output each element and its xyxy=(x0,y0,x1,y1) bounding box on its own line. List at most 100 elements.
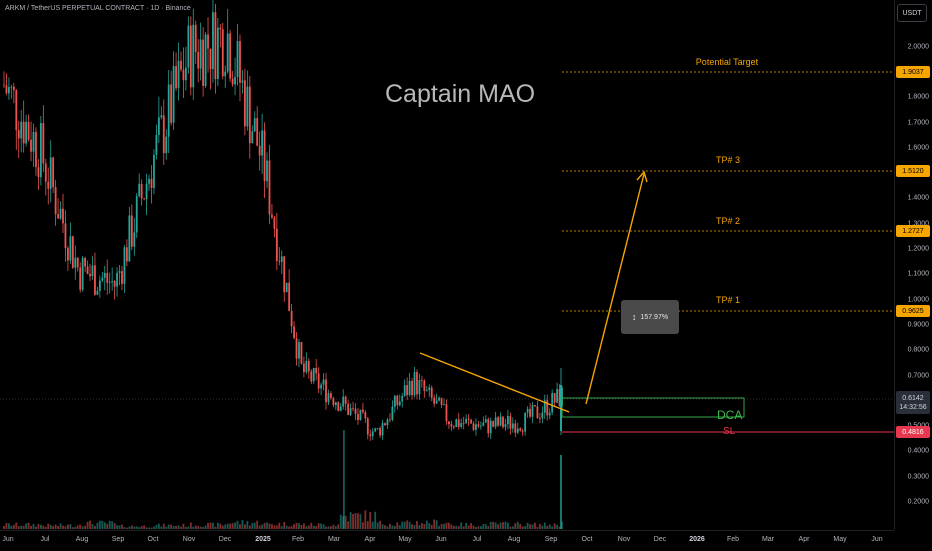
volume-bar xyxy=(256,520,259,529)
volume-bar xyxy=(310,522,313,529)
candle-body xyxy=(543,400,546,413)
candle-body xyxy=(27,121,30,140)
candle-body xyxy=(393,395,396,407)
candle-body xyxy=(560,385,562,431)
volume-bar xyxy=(263,522,266,529)
candle-body xyxy=(67,248,69,261)
chart-area[interactable]: ARKM / TetherUS PERPETUAL CONTRACT · 1D … xyxy=(0,0,894,530)
candle-body xyxy=(524,412,527,432)
candle-body xyxy=(344,396,347,404)
candle-body xyxy=(398,401,401,406)
volume-bar xyxy=(315,526,318,529)
candle-body xyxy=(357,413,359,420)
candle-body xyxy=(165,136,168,154)
volume-bar xyxy=(524,526,527,529)
candle-body xyxy=(312,367,315,382)
currency-button[interactable]: USDT xyxy=(897,4,927,22)
volume-bar xyxy=(521,526,524,529)
measure-badge[interactable]: ↕ 157.97% xyxy=(621,300,679,334)
volume-bar xyxy=(433,519,436,529)
volume-bar xyxy=(494,522,497,529)
volume-bar xyxy=(507,522,509,529)
candle-body xyxy=(499,416,502,426)
candle-body xyxy=(39,123,42,178)
candle-body xyxy=(197,51,200,69)
candle-body xyxy=(207,34,209,49)
time-axis-label: Oct xyxy=(581,536,593,543)
volume-bar xyxy=(148,527,150,529)
candle-body xyxy=(556,389,558,403)
candle-body xyxy=(416,372,418,395)
candle-body xyxy=(167,84,170,137)
candle-body xyxy=(433,397,436,404)
candle-body xyxy=(234,77,236,85)
volume-bar xyxy=(428,523,431,529)
volume-bar xyxy=(199,526,202,529)
time-axis-label: Jun xyxy=(871,536,883,543)
volume-bar xyxy=(57,525,59,529)
candle-body xyxy=(32,131,35,152)
time-axis-label: Sep xyxy=(544,536,558,543)
volume-bar xyxy=(541,525,544,529)
tp1-price-tag: 0.9625 xyxy=(896,305,930,317)
volume-bar xyxy=(499,522,502,529)
candle-body xyxy=(111,281,114,283)
time-axis-label: Apr xyxy=(364,536,376,543)
candle-body xyxy=(452,426,455,428)
tp2-price-tag: 1.2727 xyxy=(896,225,930,237)
volume-bar xyxy=(140,526,143,529)
time-axis[interactable]: Jun Jul Aug Sep Oct Nov Dec 2025 Feb Mar Apr May Jun… xyxy=(0,530,894,551)
volume-bar xyxy=(452,525,455,529)
candle-body xyxy=(315,367,318,374)
candle-body xyxy=(79,267,82,290)
volume-bar xyxy=(298,523,300,529)
volume-bar xyxy=(349,512,352,529)
volume-bar xyxy=(511,526,514,529)
candle-body xyxy=(507,416,509,425)
volume-bar xyxy=(52,525,55,529)
volume-bar xyxy=(391,525,394,529)
candle-body xyxy=(516,428,519,433)
volume-bar xyxy=(546,526,549,529)
dca-zone xyxy=(561,397,745,418)
projection-arrowhead xyxy=(636,170,648,183)
candle-body xyxy=(216,27,219,80)
price-axis[interactable]: 2.00001.90001.80001.70001.60001.50001.40… xyxy=(894,0,932,530)
current-price-tag: 0.6142 14:32:56 xyxy=(896,391,930,414)
candle-body xyxy=(423,380,426,391)
candle-body xyxy=(241,80,244,83)
price-chart[interactable] xyxy=(0,0,894,530)
candle-body xyxy=(435,400,438,404)
symbol-title: ARKM / TetherUS PERPETUAL CONTRACT · 1D … xyxy=(5,5,191,12)
volume-bar xyxy=(123,527,126,529)
volume-bar xyxy=(182,523,185,529)
volume-bar xyxy=(113,522,116,529)
candle-body xyxy=(467,418,470,420)
price-axis-label: 0.7000 xyxy=(907,372,929,379)
volume-bar xyxy=(143,525,146,529)
volume-bar xyxy=(384,525,386,529)
volume-bar xyxy=(271,524,273,529)
volume-bar xyxy=(79,524,82,529)
volume-bar xyxy=(74,526,77,529)
volume-bar xyxy=(94,525,96,529)
candle-body xyxy=(231,78,234,85)
candle-body xyxy=(411,380,413,396)
time-axis-label: Jun xyxy=(435,536,447,543)
time-axis-label: Feb xyxy=(291,536,305,543)
candle-body xyxy=(49,157,52,189)
time-axis-label: Jun xyxy=(2,536,14,543)
candle-body xyxy=(54,187,57,215)
volume-bar xyxy=(268,523,271,529)
candle-body xyxy=(47,181,50,189)
candle-body xyxy=(84,257,87,267)
volume-bar xyxy=(153,526,155,529)
candle-body xyxy=(224,71,227,77)
volume-bar xyxy=(202,527,205,529)
candle-body xyxy=(553,393,556,403)
volume-bar xyxy=(172,526,175,529)
candle-body xyxy=(391,406,394,420)
volume-bar xyxy=(307,525,310,529)
volume-bar xyxy=(62,525,64,529)
volume-bar xyxy=(470,522,472,529)
